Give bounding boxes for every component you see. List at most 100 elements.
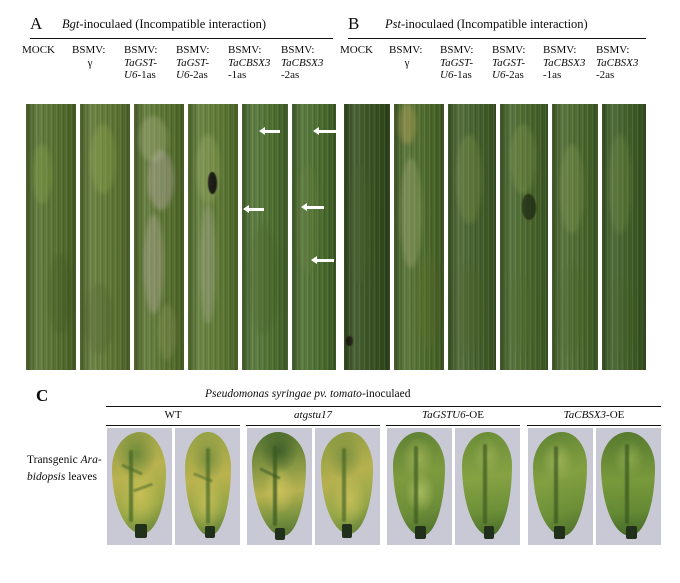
leaf-strip-a-mock bbox=[26, 104, 76, 370]
leaf-lesion bbox=[346, 336, 353, 346]
panel-a-label-2-line1: BSMV: bbox=[124, 44, 158, 56]
panel-b-label-0-line1: MOCK bbox=[340, 44, 374, 56]
leaf-shading bbox=[448, 104, 496, 370]
panel-b-letter: B bbox=[348, 14, 360, 33]
leaf-surface bbox=[394, 104, 444, 370]
leaf-blotch bbox=[32, 144, 52, 204]
leaf-midvein bbox=[483, 444, 487, 524]
panel-b-label-5-line2: TaCBSX3 bbox=[596, 56, 639, 69]
leaf-strip-a-tagstu6-2as bbox=[188, 104, 238, 370]
panel-a-title: Bgt-inoculaed (Incompatible interaction) bbox=[62, 17, 266, 32]
panel-a-label-5-line2: TaCBSX3 bbox=[281, 56, 324, 69]
panel-a-label-0-line1: MOCK bbox=[22, 44, 56, 56]
panel-a-title-organism: Bgt bbox=[62, 17, 80, 31]
panel-a-label-5: BSMV: TaCBSX3 -2as bbox=[281, 44, 323, 82]
leaf-surface bbox=[552, 104, 598, 370]
leaf-blotch bbox=[400, 158, 422, 268]
panel-c-leaf-tacbsx3-2 bbox=[596, 428, 661, 545]
leaf-blotch bbox=[558, 264, 584, 354]
leaf-petiole bbox=[554, 526, 565, 539]
leaf-blotch bbox=[90, 124, 116, 194]
leaf-petiole bbox=[205, 526, 215, 538]
panel-a-label-2: BSMV: TaGST- U6-1as bbox=[124, 44, 157, 82]
leaf-shading bbox=[134, 104, 184, 370]
panel-c-title-organism: Pseudomonas syringae pv. tomato bbox=[205, 388, 362, 400]
leaf-petiole bbox=[135, 524, 147, 538]
panel-b-label-2-line1: BSMV: bbox=[440, 44, 474, 56]
leaf-shading bbox=[26, 104, 76, 370]
leaf-midvein bbox=[554, 446, 558, 524]
panel-b-title: Pst-inoculaed (Incompatible interaction) bbox=[385, 17, 588, 32]
leaf-blotch bbox=[296, 164, 320, 274]
leaf-blade bbox=[462, 432, 512, 536]
leaf-striations bbox=[134, 104, 184, 370]
leaf-blotch bbox=[84, 284, 114, 354]
panel-a-label-5-line3: -2as bbox=[281, 69, 300, 82]
leaf-strip-b-mock bbox=[344, 104, 390, 370]
leaf-midvein bbox=[342, 448, 346, 522]
leaf-blotch bbox=[416, 254, 440, 350]
panel-c-side-label: Transgenic Ara- bidopsis leaves bbox=[27, 452, 102, 486]
leaf-strip-b-tacbsx3-2as bbox=[602, 104, 646, 370]
panel-c-group-rule-atgstu17 bbox=[246, 425, 380, 426]
leaf-striations bbox=[80, 104, 130, 370]
panel-b-label-4-line1: BSMV: bbox=[543, 44, 577, 56]
leaf-striations bbox=[602, 104, 646, 370]
leaf-striations bbox=[552, 104, 598, 370]
panel-a-label-4-line3: -1as bbox=[228, 69, 247, 82]
leaf-midvein bbox=[273, 446, 277, 526]
leaf-shading bbox=[242, 104, 288, 370]
panel-b-label-5-line1: BSMV: bbox=[596, 44, 630, 56]
panel-c-group-label-tagstu6-gene: TaGSTU6 bbox=[422, 409, 466, 421]
panel-b-title-rest: -inoculaed (Incompatible interaction) bbox=[400, 17, 588, 31]
lesion-arrow bbox=[311, 256, 334, 264]
leaf-lesion bbox=[522, 194, 536, 220]
lesion-arrow bbox=[243, 205, 264, 213]
leaf-surface bbox=[80, 104, 130, 370]
panel-c-group-label-atgstu17-text: atgstu17 bbox=[294, 409, 332, 421]
leaf-strip-a-bsmv-gamma bbox=[80, 104, 130, 370]
leaf-chlorotic-patch bbox=[200, 204, 216, 324]
leaf-petiole bbox=[484, 526, 494, 539]
leaf-striations bbox=[500, 104, 548, 370]
panel-b-label-4-line2: TaCBSX3 bbox=[543, 56, 586, 69]
leaf-blotch bbox=[454, 264, 482, 354]
leaf-striations bbox=[188, 104, 238, 370]
panel-c-side-label-line1: Transgenic Ara- bbox=[27, 452, 102, 469]
panel-c-leaf-tacbsx3-1 bbox=[528, 428, 593, 545]
panel-a-label-1-line1: BSMV: bbox=[72, 44, 106, 56]
leaf-petiole bbox=[626, 526, 637, 539]
panel-c-group-label-atgstu17: atgstu17 bbox=[246, 409, 380, 421]
lesion-arrow bbox=[313, 127, 336, 135]
leaf-shading bbox=[292, 104, 336, 370]
panel-b-label-4: BSMV: TaCBSX3 -1as bbox=[543, 44, 585, 82]
leaf-chlorotic-patch bbox=[148, 150, 174, 210]
panel-a-label-4: BSMV: TaCBSX3 -1as bbox=[228, 44, 270, 82]
leaf-surface bbox=[344, 104, 390, 370]
panel-b-label-5-line3: -2as bbox=[596, 69, 615, 82]
leaf-shading bbox=[552, 104, 598, 370]
leaf-striations bbox=[242, 104, 288, 370]
lesion-arrow bbox=[301, 203, 324, 211]
leaf-strip-b-tagstu6-2as bbox=[500, 104, 548, 370]
leaf-strip-a-tagstu6-1as bbox=[134, 104, 184, 370]
leaf-strip-a-tacbsx3-1as bbox=[242, 104, 288, 370]
leaf-midvein bbox=[129, 450, 133, 522]
panel-a-label-1-line2: γ bbox=[87, 56, 93, 69]
panel-b-title-organism: Pst bbox=[385, 17, 401, 31]
leaf-strip-b-tagstu6-1as bbox=[448, 104, 496, 370]
leaf-blotch bbox=[196, 134, 220, 204]
leaf-surface bbox=[602, 104, 646, 370]
leaf-blotch bbox=[608, 134, 632, 234]
panel-c-group-label-tacbsx3-gene: TaCBSX3 bbox=[563, 409, 607, 421]
leaf-shading bbox=[344, 104, 390, 370]
leaf-petiole bbox=[275, 528, 285, 540]
panel-a-label-3-line2: TaGST- bbox=[176, 56, 210, 69]
leaf-surface bbox=[292, 104, 336, 370]
leaf-midvein bbox=[206, 448, 210, 524]
panel-c-title-rest: -inoculaed bbox=[361, 388, 411, 400]
panel-b-label-2-line3: U6-1as bbox=[440, 69, 472, 82]
panel-a-letter: A bbox=[30, 14, 43, 33]
leaf-striations bbox=[292, 104, 336, 370]
